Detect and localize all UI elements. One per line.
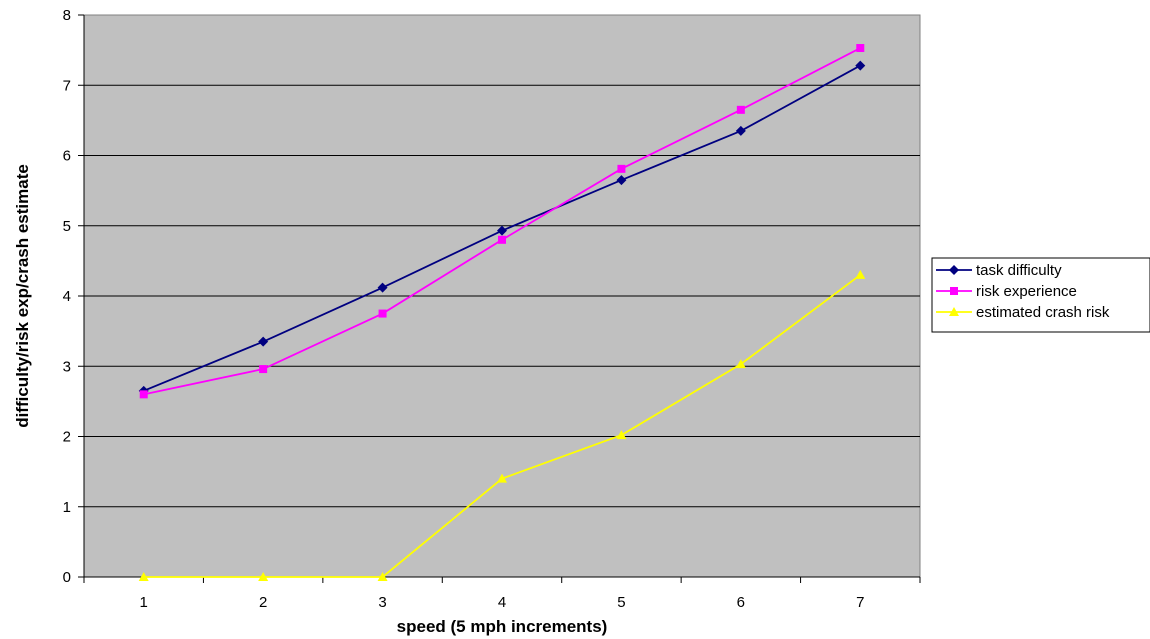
x-tick-label: 3 (378, 594, 386, 611)
y-tick-label: 2 (63, 429, 71, 446)
x-tick-label: 1 (140, 594, 148, 611)
y-tick-label: 0 (63, 569, 71, 586)
y-tick-label: 8 (63, 7, 71, 24)
data-point-estimated-crash-risk (138, 572, 149, 581)
y-tick-label: 5 (63, 218, 71, 235)
x-tick-label: 6 (737, 594, 745, 611)
data-point-risk-experience (139, 390, 148, 399)
legend-label-estimated-crash-risk: estimated crash risk (976, 304, 1110, 321)
data-point-estimated-crash-risk (497, 473, 507, 483)
y-axis-title: difficulty/risk exp/crash estimate (13, 164, 32, 428)
y-tick-label: 6 (63, 148, 71, 165)
data-point-task-difficulty (735, 125, 746, 136)
data-point-risk-experience (378, 309, 387, 318)
legend-marker-task-difficulty (949, 265, 959, 275)
data-point-risk-experience (498, 235, 506, 244)
data-point-task-difficulty (258, 336, 269, 347)
y-tick-label: 7 (63, 77, 71, 94)
data-point-risk-experience (856, 44, 865, 53)
data-point-task-difficulty (855, 60, 866, 71)
legend: task difficulty risk experience estimated … (931, 257, 1150, 333)
y-tick-label: 1 (63, 499, 71, 516)
data-point-risk-experience (736, 105, 745, 114)
data-point-estimated-crash-risk (616, 430, 627, 440)
x-tick-label: 4 (498, 594, 506, 611)
x-tick-label: 5 (617, 594, 625, 611)
data-point-task-difficulty (497, 225, 507, 236)
data-point-estimated-crash-risk (377, 572, 388, 581)
data-point-estimated-crash-risk (855, 269, 866, 279)
data-point-task-difficulty (377, 282, 388, 293)
legend-marker-estimated-crash-risk (949, 307, 959, 316)
x-tick-label: 7 (856, 594, 864, 611)
y-tick-label: 4 (63, 288, 71, 305)
data-point-estimated-crash-risk (258, 572, 269, 581)
data-point-estimated-crash-risk (735, 359, 746, 369)
x-axis-title: speed (5 mph increments) (397, 617, 608, 636)
series-markers (138, 44, 866, 581)
x-tick-label: 2 (259, 594, 267, 611)
data-point-risk-experience (259, 365, 268, 374)
data-point-task-difficulty (616, 175, 627, 186)
y-tick-label: 3 (63, 358, 71, 375)
legend-label-task-difficulty: task difficulty (976, 262, 1062, 279)
legend-marker-risk-experience (950, 287, 958, 295)
data-point-risk-experience (617, 164, 626, 173)
legend-label-risk-experience: risk experience (976, 283, 1077, 300)
